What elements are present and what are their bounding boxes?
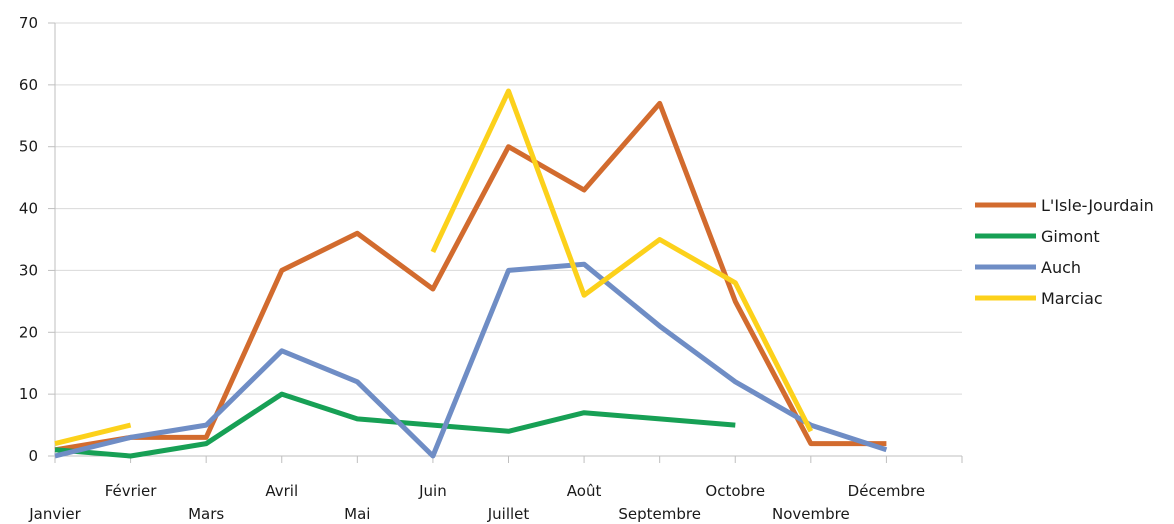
- series-lines: [54, 88, 888, 459]
- x-tick-label: Novembre: [772, 505, 850, 523]
- y-tick-label: 40: [19, 200, 38, 218]
- series-line-1: [54, 391, 736, 459]
- legend-label: Marciac: [1041, 289, 1103, 308]
- x-tick-label: Juin: [418, 482, 447, 500]
- x-tick-label: Octobre: [705, 482, 765, 500]
- y-tick-label: 10: [19, 385, 38, 403]
- gridlines: [55, 22, 962, 395]
- y-tick-label: 30: [19, 261, 38, 279]
- y-tick-label: 70: [19, 14, 38, 32]
- y-tick-label: 50: [19, 138, 38, 156]
- series-line-2: [54, 261, 888, 459]
- x-tick-label: Mai: [344, 505, 370, 523]
- legend-label: Auch: [1041, 258, 1081, 277]
- series-line-3: [430, 88, 814, 433]
- y-tick-label: 60: [19, 76, 38, 94]
- x-tick-label: Septembre: [618, 505, 701, 523]
- legend-label: Gimont: [1041, 227, 1100, 246]
- y-tick-label: 20: [19, 323, 38, 341]
- x-tick-label: Décembre: [848, 482, 925, 500]
- x-tick-label: Février: [105, 482, 157, 500]
- x-tick-label: Janvier: [28, 505, 81, 523]
- x-tick-label: Avril: [265, 482, 298, 500]
- series-line-3: [54, 422, 132, 447]
- y-tick-label: 0: [28, 447, 38, 465]
- x-tick-label: Mars: [188, 505, 224, 523]
- x-axis: Janvier Février Mars Avril Mai Juin Juillet Aoû…: [28, 22, 963, 523]
- x-tick-label: Juillet: [487, 505, 530, 523]
- legend: L'Isle-Jourdain Gimont Auch Marciac: [975, 196, 1154, 308]
- y-axis-ticks: 0 10 20 30 40 50 60 70: [19, 14, 38, 465]
- legend-label: L'Isle-Jourdain: [1041, 196, 1154, 215]
- series-line-0: [54, 100, 887, 453]
- x-tick-label: Août: [567, 482, 602, 500]
